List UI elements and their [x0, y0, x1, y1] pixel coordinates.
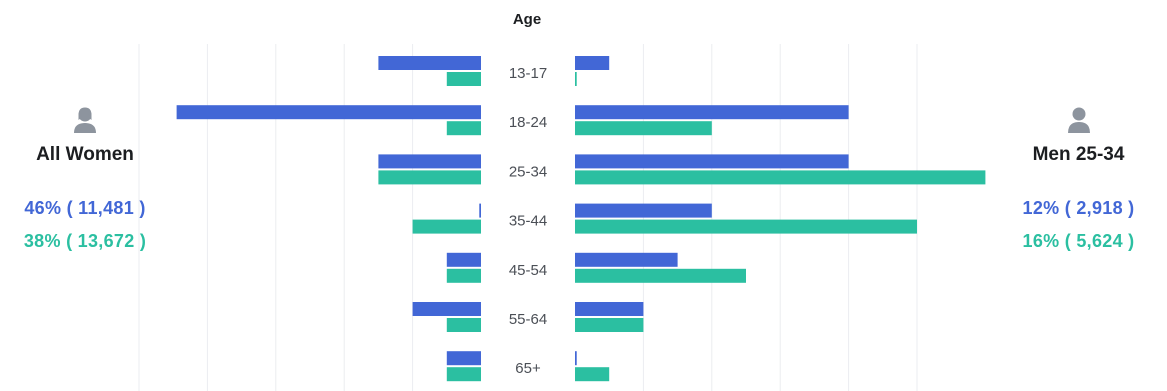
women-bar-series2-25-34[interactable] — [378, 170, 481, 184]
men-bar-series1-18-24[interactable] — [575, 105, 849, 119]
men-bar-series1-65+[interactable] — [575, 351, 577, 365]
age-label-35-44: 35-44 — [509, 213, 547, 230]
men-bar-series2-65+[interactable] — [575, 367, 609, 381]
women-bar-series2-55-64[interactable] — [447, 318, 481, 332]
men-stat-series-2: 16% ( 5,624 ) — [990, 225, 1167, 258]
men-stat-series-1: 12% ( 2,918 ) — [990, 192, 1167, 225]
women-bar-series1-45-54[interactable] — [447, 253, 481, 267]
men-bar-series2-35-44[interactable] — [575, 220, 917, 234]
age-label-25-34: 25-34 — [509, 163, 547, 180]
men-bar-series2-55-64[interactable] — [575, 318, 643, 332]
age-label-65+: 65+ — [515, 360, 541, 377]
men-bar-series2-13-17[interactable] — [575, 72, 577, 86]
age-label-55-64: 55-64 — [509, 311, 547, 328]
women-bar-series1-25-34[interactable] — [378, 154, 481, 168]
women-bar-series2-45-54[interactable] — [447, 269, 481, 283]
men-bar-series1-35-44[interactable] — [575, 204, 712, 218]
men-bar-series1-13-17[interactable] — [575, 56, 609, 70]
women-stat-series-1: 46% ( 11,481 ) — [0, 192, 170, 225]
men-bar-series1-55-64[interactable] — [575, 302, 643, 316]
women-panel-title: All Women — [0, 144, 170, 166]
chart-bars — [177, 56, 986, 381]
women-bar-series2-65+[interactable] — [447, 367, 481, 381]
women-bar-series2-18-24[interactable] — [447, 121, 481, 135]
men-bar-series2-45-54[interactable] — [575, 269, 746, 283]
men-bar-series2-18-24[interactable] — [575, 121, 712, 135]
age-label-45-54: 45-54 — [509, 262, 547, 279]
man-user-icon — [1064, 106, 1094, 134]
men-bar-series2-25-34[interactable] — [575, 170, 985, 184]
woman-user-icon — [70, 106, 100, 134]
men-bar-series1-45-54[interactable] — [575, 253, 678, 267]
age-label-18-24: 18-24 — [509, 114, 547, 131]
age-label-13-17: 13-17 — [509, 65, 547, 82]
women-bar-series1-35-44[interactable] — [479, 204, 481, 218]
men-panel: Men 25-34 12% ( 2,918 ) 16% ( 5,624 ) — [990, 106, 1167, 258]
women-bar-series1-55-64[interactable] — [413, 302, 481, 316]
women-panel: All Women 46% ( 11,481 ) 38% ( 13,672 ) — [0, 106, 170, 258]
women-stat-series-2: 38% ( 13,672 ) — [0, 225, 170, 258]
women-bar-series2-13-17[interactable] — [447, 72, 481, 86]
women-bar-series2-35-44[interactable] — [413, 220, 481, 234]
women-bar-series1-65+[interactable] — [447, 351, 481, 365]
women-bar-series1-13-17[interactable] — [378, 56, 481, 70]
age-labels: 13-17 18-24 25-34 35-44 45-54 55-64 65+ — [509, 65, 547, 377]
women-bar-series1-18-24[interactable] — [177, 105, 481, 119]
men-bar-series1-25-34[interactable] — [575, 154, 849, 168]
chart-title: Age — [513, 11, 541, 28]
men-panel-title: Men 25-34 — [990, 144, 1167, 166]
